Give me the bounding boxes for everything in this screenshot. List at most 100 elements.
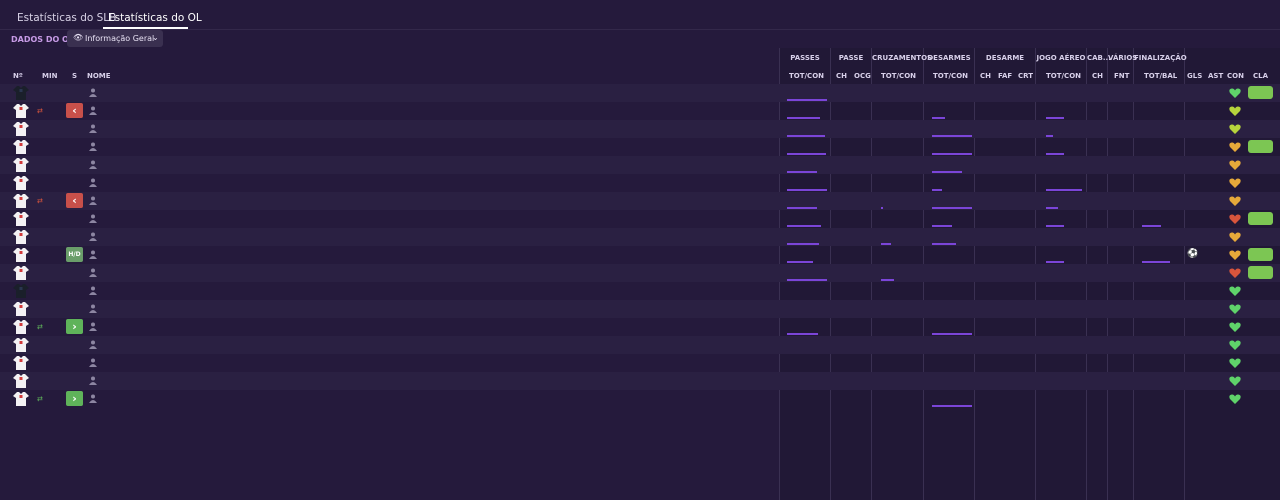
column-header-cla[interactable]: CLA: [1253, 72, 1269, 80]
table-row[interactable]: [0, 210, 1280, 228]
aerial-bar: [1046, 135, 1053, 137]
column-header-s[interactable]: S: [72, 72, 78, 80]
rating-badge: [1248, 104, 1273, 117]
player-profile-icon[interactable]: [89, 196, 97, 205]
player-profile-icon[interactable]: [89, 376, 97, 385]
tab-slb-stats[interactable]: Estatísticas do SLB: [17, 12, 117, 24]
player-profile-icon[interactable]: [89, 304, 97, 313]
table-row[interactable]: [0, 228, 1280, 246]
condition-heart-icon: [1229, 141, 1241, 153]
condition-heart-icon: [1229, 303, 1241, 315]
table-row[interactable]: [0, 372, 1280, 390]
passes-bar: [787, 117, 820, 119]
shirt-icon: [13, 283, 29, 299]
subbed-out-icon[interactable]: ‹: [66, 103, 83, 118]
passes-bar: [787, 261, 813, 263]
column-header-aereo-tot[interactable]: TOT/CON: [1046, 72, 1082, 80]
table-row[interactable]: [0, 138, 1280, 156]
tackles-bar: [932, 135, 972, 137]
subbed-in-icon[interactable]: ›: [66, 391, 83, 406]
team-data-label: DADOS DO OL: [11, 35, 74, 44]
passes-bar: [787, 207, 817, 209]
rating-badge: [1248, 302, 1273, 315]
rating-badge: [1248, 356, 1273, 369]
column-header-fin-tot[interactable]: TOT/BAL: [1144, 72, 1178, 80]
rating-badge: [1248, 122, 1273, 135]
player-profile-icon[interactable]: [89, 178, 97, 187]
player-profile-icon[interactable]: [89, 340, 97, 349]
table-row[interactable]: [0, 336, 1280, 354]
column-header-desarme-faf[interactable]: FAF: [998, 72, 1013, 80]
player-profile-icon[interactable]: [89, 250, 97, 259]
tackles-bar: [932, 189, 942, 191]
group-header: CRUZAMENTOS: [872, 54, 933, 62]
shirt-icon: [13, 247, 29, 263]
rating-badge: [1248, 158, 1273, 171]
column-header-name[interactable]: NOME: [87, 72, 111, 80]
subbed-out-icon[interactable]: ‹: [66, 193, 83, 208]
column-header-desarme-crt[interactable]: CRT: [1018, 72, 1033, 80]
position-change-badge: H/D: [66, 247, 83, 262]
player-profile-icon[interactable]: [89, 88, 97, 97]
view-select[interactable]: 👁 Informação Geral ⌄: [67, 30, 163, 47]
column-header-passes-tot[interactable]: TOT/CON: [789, 72, 825, 80]
table-row[interactable]: [0, 354, 1280, 372]
table-row[interactable]: ⇄ ›: [0, 318, 1280, 336]
column-header-desarmes-tot[interactable]: TOT/CON: [933, 72, 969, 80]
rating-badge: [1248, 194, 1273, 207]
tackles-bar: [932, 207, 972, 209]
crosses-bar: [881, 279, 894, 281]
condition-heart-icon: [1229, 105, 1241, 117]
table-row[interactable]: ⇄ ›: [0, 390, 1280, 408]
column-header-ast[interactable]: AST: [1208, 72, 1224, 80]
condition-heart-icon: [1229, 249, 1241, 261]
column-header-gls[interactable]: GLS: [1187, 72, 1203, 80]
column-header-num[interactable]: Nº: [13, 72, 23, 80]
aerial-bar: [1046, 189, 1082, 191]
table-row[interactable]: [0, 120, 1280, 138]
table-row[interactable]: [0, 156, 1280, 174]
table-row[interactable]: [0, 84, 1280, 102]
player-profile-icon[interactable]: [89, 322, 97, 331]
player-profile-icon[interactable]: [89, 214, 97, 223]
player-profile-icon[interactable]: [89, 268, 97, 277]
group-header: JOGO AÉREO: [1036, 54, 1086, 62]
shirt-icon: [13, 301, 29, 317]
column-header-cab-ch[interactable]: CH: [1092, 72, 1103, 80]
group-header: PASSES: [790, 54, 820, 62]
column-header-passe-ocg[interactable]: OCG: [854, 72, 871, 80]
player-profile-icon[interactable]: [89, 232, 97, 241]
goal-ball-icon: ⚽: [1187, 249, 1199, 259]
tab-ol-stats[interactable]: Estatísticas do OL: [108, 12, 202, 24]
table-row[interactable]: ⇄ ‹: [0, 192, 1280, 210]
column-header-min[interactable]: MIN: [42, 72, 58, 80]
subbed-in-icon[interactable]: ›: [66, 319, 83, 334]
aerial-bar: [1046, 207, 1058, 209]
player-profile-icon[interactable]: [89, 124, 97, 133]
player-profile-icon[interactable]: [89, 394, 97, 403]
player-profile-icon[interactable]: [89, 142, 97, 151]
table-row[interactable]: [0, 282, 1280, 300]
column-header-con[interactable]: CON: [1227, 72, 1244, 80]
condition-heart-icon: [1229, 195, 1241, 207]
rating-badge: [1248, 392, 1273, 405]
player-profile-icon[interactable]: [89, 160, 97, 169]
table-row[interactable]: H/D ⚽: [0, 246, 1280, 264]
passes-bar: [787, 243, 819, 245]
group-header: CAB...: [1087, 54, 1111, 62]
column-header-cruz-tot[interactable]: TOT/CON: [881, 72, 917, 80]
column-header-passe-ch[interactable]: CH: [836, 72, 847, 80]
column-header-desarme-ch[interactable]: CH: [980, 72, 991, 80]
table-row[interactable]: [0, 300, 1280, 318]
player-profile-icon[interactable]: [89, 358, 97, 367]
table-row[interactable]: [0, 264, 1280, 282]
table-row[interactable]: ⇄ ‹: [0, 102, 1280, 120]
tackles-bar: [932, 117, 945, 119]
column-header-varios-fnt[interactable]: FNT: [1114, 72, 1130, 80]
table-row[interactable]: [0, 174, 1280, 192]
tab-bar: Estatísticas do SLB Estatísticas do OL: [0, 0, 1280, 30]
player-profile-icon[interactable]: [89, 106, 97, 115]
shirt-icon: [13, 175, 29, 191]
shirt-icon: [13, 373, 29, 389]
player-profile-icon[interactable]: [89, 286, 97, 295]
